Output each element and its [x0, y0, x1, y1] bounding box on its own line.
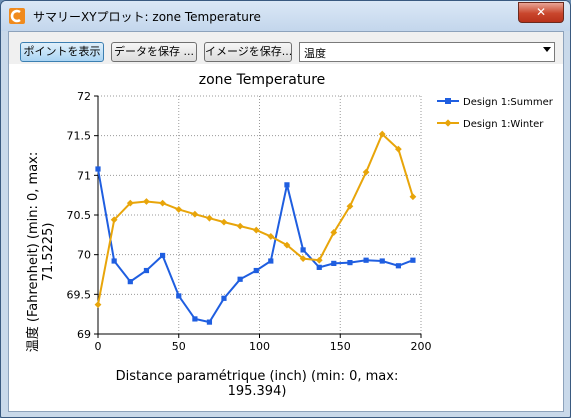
data-point [330, 229, 338, 236]
data-point [284, 182, 290, 188]
x-tick-label: 50 [172, 340, 186, 353]
chart-ticks: 0 50 100 150 200 69 69.5 70 70.5 71 71.5 72 [67, 90, 432, 353]
data-point [143, 198, 150, 205]
data-point [347, 260, 353, 266]
data-point [300, 247, 306, 253]
y-tick-label: 71 [77, 169, 91, 182]
data-point [267, 233, 275, 240]
data-point [95, 166, 101, 172]
data-point [159, 199, 166, 207]
data-point [378, 130, 386, 138]
data-point [252, 226, 260, 234]
data-point [237, 276, 243, 282]
data-point [111, 258, 117, 264]
data-point [409, 193, 417, 201]
data-point [191, 210, 199, 218]
y-tick-label: 69.5 [67, 288, 92, 301]
save-data-button[interactable]: データを保存 ... [111, 42, 197, 62]
y-axis-label: 温度 (Fahrenheit) (min: 0, max:71.5225) [25, 152, 56, 352]
data-point [394, 145, 402, 153]
chart-title: zone Temperature [199, 72, 326, 88]
data-point [94, 301, 102, 309]
legend-marker [444, 119, 452, 127]
data-point [283, 241, 291, 249]
window-title: サマリーXYプロット: zone Temperature [33, 10, 261, 24]
x-tick-label: 150 [330, 340, 351, 353]
y-tick-label: 69 [77, 328, 91, 341]
x-tick-label: 200 [411, 340, 432, 353]
data-point [316, 264, 322, 270]
y-tick-label: 71.5 [67, 130, 92, 143]
x-tick-label: 100 [249, 340, 270, 353]
data-point [268, 258, 274, 264]
data-point [127, 279, 133, 285]
chart-area: zone Temperature 0 50 100 150 200 69 69.5 70 70.… [9, 64, 563, 411]
chevron-down-icon [543, 47, 551, 52]
x-axis-label: Distance paramétrique (inch) (min: 0, ma… [116, 369, 399, 399]
data-point [315, 256, 323, 264]
title-bar[interactable]: サマリーXYプロット: zone Temperature ✕ [1, 1, 570, 31]
save-image-button[interactable]: イメージを保存... [204, 42, 292, 62]
data-point [253, 267, 259, 274]
quantity-select[interactable]: 温度 [299, 42, 555, 62]
quantity-select-value: 温度 [304, 47, 326, 60]
series-line [97, 132, 414, 305]
series-line [97, 168, 414, 324]
legend-label: Design 1:Summer [463, 97, 554, 108]
show-points-button[interactable]: ポイントを表示 [20, 42, 104, 62]
data-point [221, 295, 227, 301]
chart-legend: Design 1:Summer Design 1:Winter [437, 97, 554, 130]
xy-chart: zone Temperature 0 50 100 150 200 69 69.5 70 70.… [25, 72, 554, 399]
data-point [175, 206, 183, 213]
y-tick-label: 70.5 [67, 209, 92, 222]
data-point [410, 257, 416, 263]
data-point [331, 260, 337, 266]
close-icon: ✕ [535, 5, 547, 19]
data-point [395, 263, 401, 269]
data-point [126, 199, 134, 207]
data-point [346, 202, 354, 210]
data-point [206, 319, 213, 325]
chart-series [94, 130, 417, 325]
data-point [362, 168, 370, 176]
data-point [236, 222, 244, 230]
app-logo-icon [9, 8, 25, 24]
x-tick-label: 0 [95, 340, 102, 353]
client-area: ポイントを表示 データを保存 ... イメージを保存... 温度 zone Te… [8, 31, 564, 412]
data-point [143, 267, 150, 274]
legend-marker [445, 98, 451, 104]
data-point [160, 252, 166, 259]
data-point [176, 293, 182, 299]
chart-grid [97, 95, 422, 335]
data-point [220, 218, 228, 226]
data-point [110, 216, 118, 224]
y-tick-label: 70 [77, 249, 91, 262]
close-button[interactable]: ✕ [518, 2, 564, 23]
data-point [363, 257, 369, 263]
data-point [379, 258, 385, 264]
data-point [206, 214, 213, 222]
y-tick-label: 72 [77, 90, 91, 103]
data-point [299, 255, 307, 263]
data-point [192, 316, 198, 322]
legend-label: Design 1:Winter [463, 119, 544, 130]
